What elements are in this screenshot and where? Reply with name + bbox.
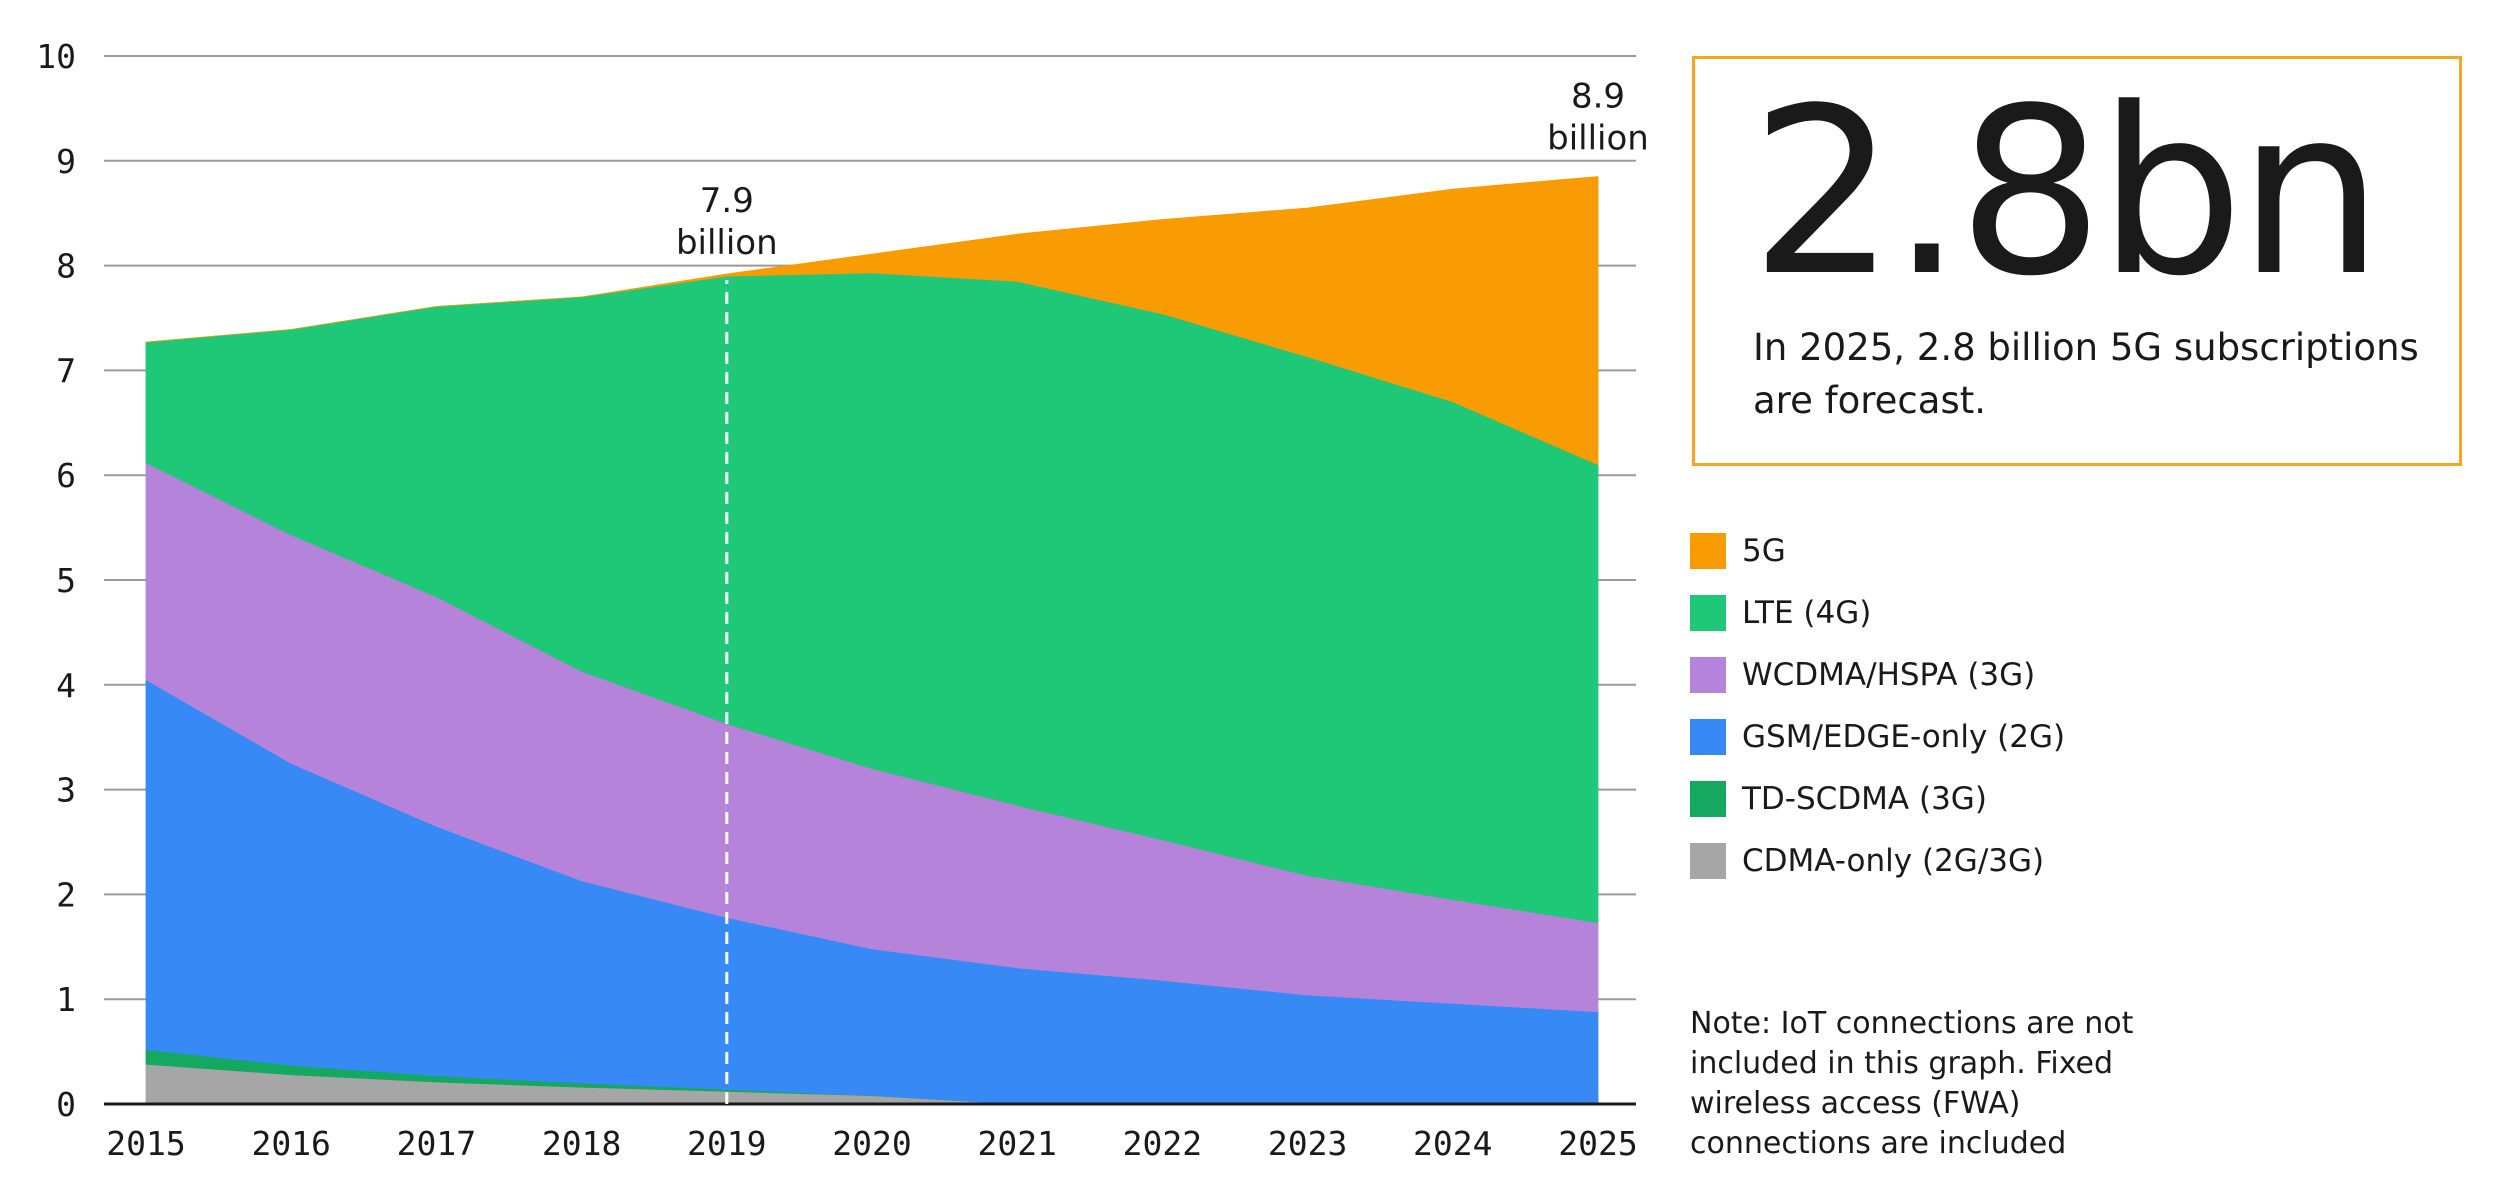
x-tick-label: 2016 <box>251 1124 330 1163</box>
legend-label: GSM/EDGE-only (2G) <box>1742 719 2066 755</box>
y-tick-label: 10 <box>36 37 76 76</box>
legend-item-tdscdma: TD-SCDMA (3G) <box>1690 768 2390 830</box>
legend-label: TD-SCDMA (3G) <box>1742 781 1987 817</box>
annotation-value: 8.9 <box>1571 76 1625 116</box>
legend-item-gsm: GSM/EDGE-only (2G) <box>1690 706 2390 768</box>
x-tick-label: 2023 <box>1268 1124 1347 1163</box>
callout-description: In 2025, 2.8 billion 5G subscriptions ar… <box>1753 326 2419 422</box>
area-5g <box>145 176 1599 466</box>
x-tick-label: 2025 <box>1558 1124 1637 1163</box>
legend-swatch <box>1690 657 1726 693</box>
legend: 5G LTE (4G) WCDMA/HSPA (3G) GSM/EDGE-onl… <box>1690 520 2390 892</box>
y-tick-label: 2 <box>56 875 76 914</box>
callout-headline: 2.8bn <box>1750 60 2384 327</box>
legend-swatch <box>1690 595 1726 631</box>
y-tick-label: 5 <box>56 561 76 600</box>
legend-label: 5G <box>1742 533 1786 569</box>
x-tick-label: 2022 <box>1123 1124 1202 1163</box>
annotation-unit: billion <box>1547 118 1649 158</box>
legend-item-cdma: CDMA-only (2G/3G) <box>1690 830 2390 892</box>
axes: 0 1 2 3 4 5 6 7 8 9 10 2015 2016 2017 2018 2019 2020 2021… <box>36 37 1637 1163</box>
legend-item-lte: LTE (4G) <box>1690 582 2390 644</box>
legend-item-5g: 5G <box>1690 520 2390 582</box>
annotation-value: 7.9 <box>700 181 754 221</box>
chart-note: Note: IoT connections are not included i… <box>1690 1006 2134 1161</box>
y-tick-label: 3 <box>56 771 76 810</box>
x-tick-label: 2017 <box>397 1124 476 1163</box>
annotation-unit: billion <box>676 223 778 263</box>
legend-swatch <box>1690 843 1726 879</box>
area-chart: 0 1 2 3 4 5 6 7 8 9 10 2015 2016 2017 2018 2019 2020 2021… <box>36 37 1649 1163</box>
legend-swatch <box>1690 533 1726 569</box>
y-tick-label: 8 <box>56 247 76 286</box>
y-tick-label: 6 <box>56 456 76 495</box>
legend-swatch <box>1690 719 1726 755</box>
legend-item-wcdma: WCDMA/HSPA (3G) <box>1690 644 2390 706</box>
x-tick-label: 2019 <box>687 1124 766 1163</box>
y-tick-label: 4 <box>56 666 76 705</box>
legend-swatch <box>1690 781 1726 817</box>
x-tick-label: 2021 <box>977 1124 1056 1163</box>
y-tick-label: 7 <box>56 351 76 390</box>
x-tick-label: 2018 <box>542 1124 621 1163</box>
x-tick-label: 2024 <box>1413 1124 1492 1163</box>
callout-box: 2.8bn In 2025, 2.8 billion 5G subscripti… <box>1692 56 2462 466</box>
x-tick-label: 2015 <box>106 1124 185 1163</box>
stacked-areas <box>145 176 1599 1105</box>
y-tick-label: 1 <box>56 980 76 1019</box>
legend-label: WCDMA/HSPA (3G) <box>1742 657 2036 693</box>
x-tick-label: 2020 <box>832 1124 911 1163</box>
legend-label: LTE (4G) <box>1742 595 1872 631</box>
y-tick-label: 0 <box>56 1085 76 1124</box>
y-tick-label: 9 <box>56 142 76 181</box>
legend-label: CDMA-only (2G/3G) <box>1742 843 2045 879</box>
